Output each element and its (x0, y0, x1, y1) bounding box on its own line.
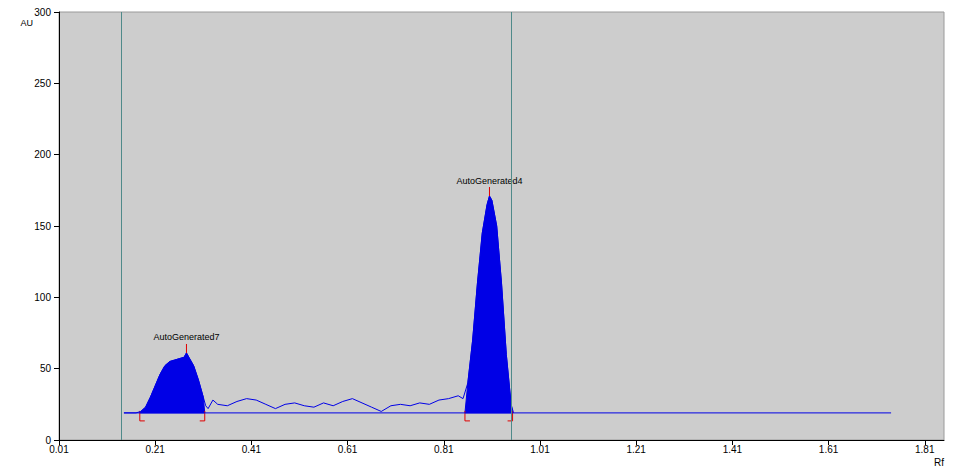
svg-text:1.81: 1.81 (915, 444, 935, 455)
svg-text:0.61: 0.61 (338, 444, 358, 455)
svg-text:0: 0 (45, 434, 51, 446)
svg-text:1.01: 1.01 (530, 444, 550, 455)
svg-text:0.41: 0.41 (242, 444, 262, 455)
svg-text:0.01: 0.01 (49, 444, 69, 455)
svg-text:AutoGenerated4: AutoGenerated4 (456, 176, 522, 186)
svg-text:0.81: 0.81 (434, 444, 454, 455)
svg-text:AU: AU (20, 18, 33, 28)
svg-text:250: 250 (34, 78, 51, 89)
svg-text:1.41: 1.41 (723, 444, 743, 455)
svg-text:300: 300 (34, 7, 51, 18)
svg-text:1.61: 1.61 (819, 444, 839, 455)
svg-text:0.21: 0.21 (145, 444, 165, 455)
svg-text:AutoGenerated7: AutoGenerated7 (153, 332, 219, 342)
svg-text:100: 100 (34, 292, 51, 303)
svg-text:Rf: Rf (934, 457, 944, 468)
svg-text:150: 150 (34, 221, 51, 232)
svg-text:200: 200 (34, 149, 51, 160)
svg-text:1.21: 1.21 (626, 444, 646, 455)
svg-text:50: 50 (40, 363, 52, 374)
